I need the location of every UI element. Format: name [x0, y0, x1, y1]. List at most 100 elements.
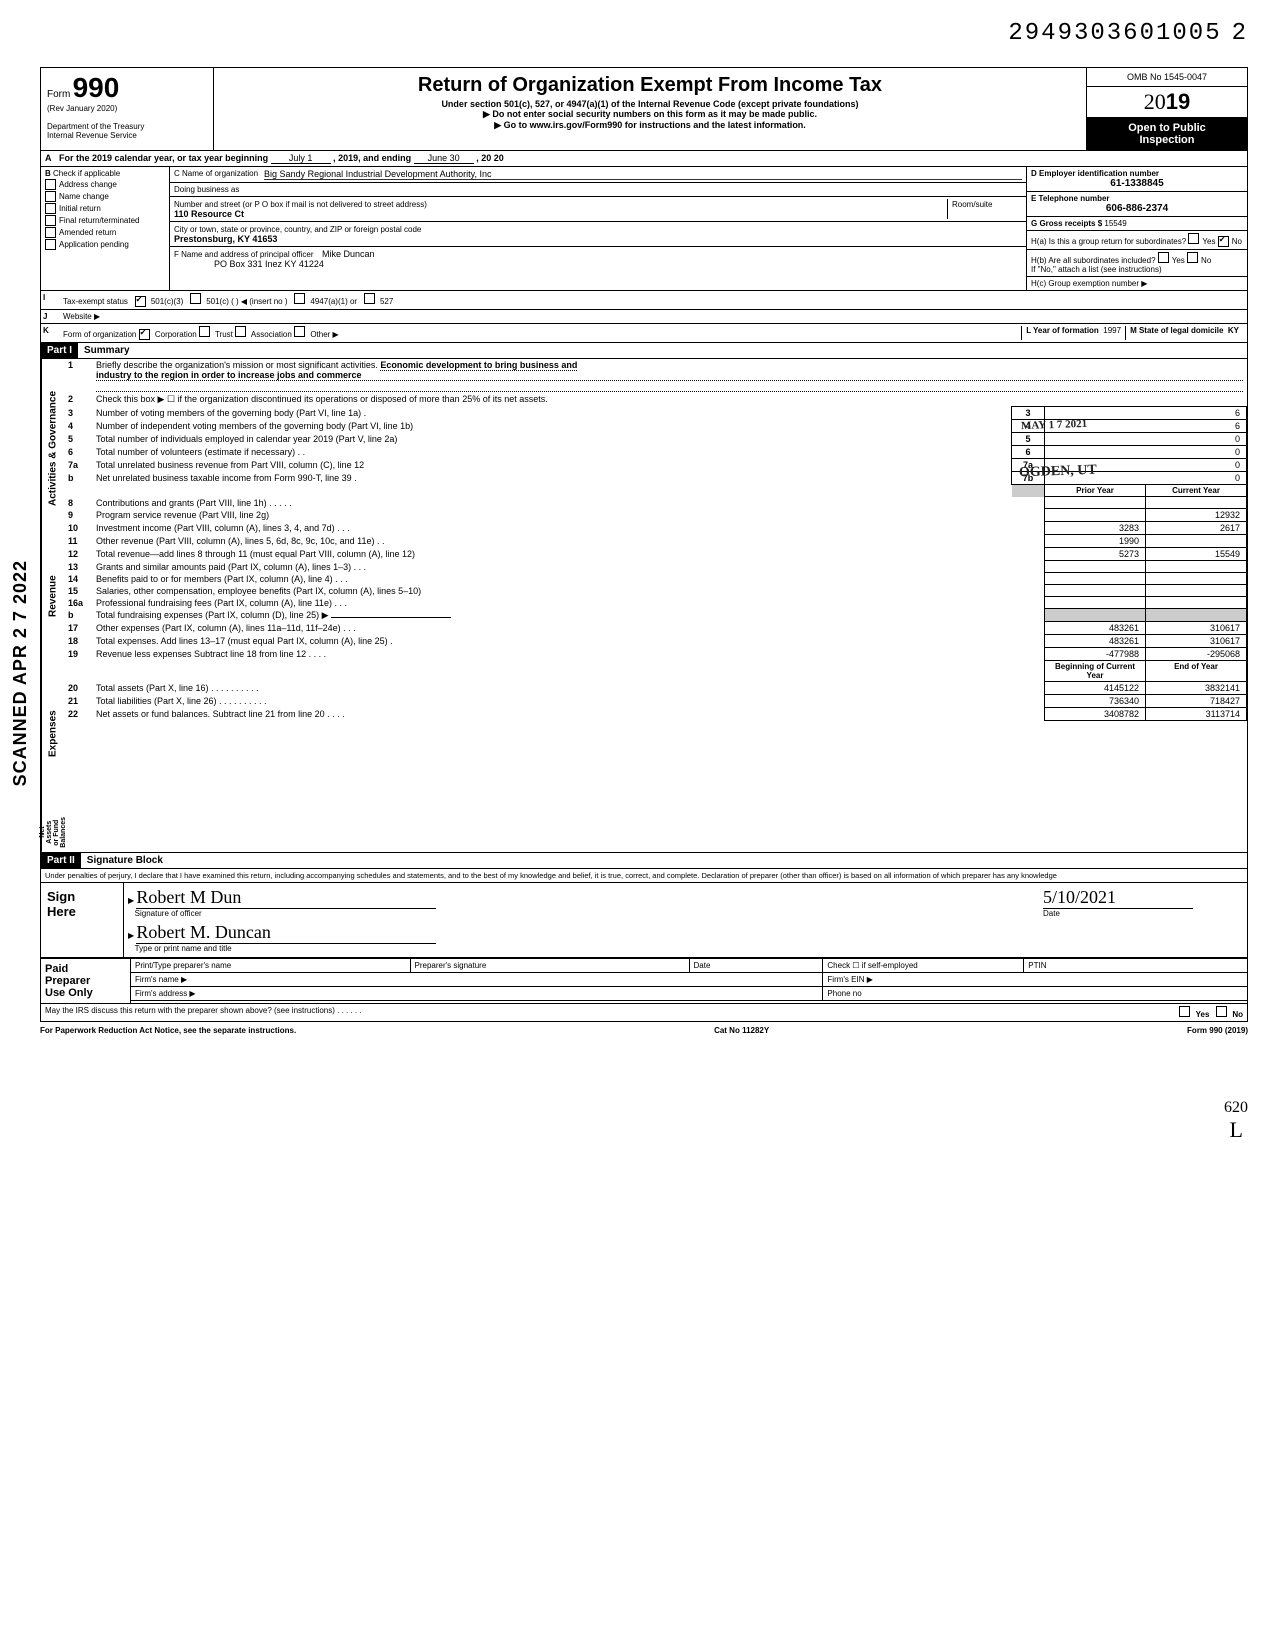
l8-p [1045, 497, 1146, 509]
checkbox-icon[interactable] [235, 326, 246, 337]
checkbox-icon[interactable] [1158, 252, 1169, 263]
checkbox-icon[interactable] [45, 191, 56, 202]
inspection: Inspection [1139, 134, 1194, 146]
line-f: F Name and address of principal officer … [170, 247, 1026, 271]
checkbox-icon[interactable] [294, 293, 305, 304]
line-11: 11Other revenue (Part VIII, column (A), … [64, 535, 1247, 548]
l-val: 1997 [1103, 326, 1121, 335]
l8-c [1146, 497, 1247, 509]
line-14: 14Benefits paid to or for members (Part … [64, 573, 1247, 585]
e-label: E Telephone number [1031, 194, 1110, 203]
checkbox-icon[interactable] [1216, 1006, 1227, 1017]
row-j: J Website ▶ [40, 310, 1248, 324]
chk-final[interactable]: Final return/terminated [45, 215, 165, 226]
l3-text: Number of voting members of the governin… [92, 407, 1012, 420]
l1-num: 1 [64, 359, 92, 393]
l21-p: 736340 [1045, 695, 1146, 708]
l19-c: -295068 [1146, 648, 1247, 661]
form-dept: Department of the Treasury [47, 122, 144, 131]
g-label: G Gross receipts $ [1031, 219, 1102, 228]
prep-r3b: Phone no [823, 986, 1247, 1000]
signature: Robert M Dun [136, 887, 436, 909]
row-i: I Tax-exempt status 501(c)(3) 501(c) ( )… [40, 291, 1248, 310]
line-13: 13Grants and similar amounts paid (Part … [64, 561, 1247, 573]
line-2: 2Check this box ▶ ☐ if the organization … [64, 393, 1247, 407]
sign-date: 5/10/2021 [1043, 887, 1193, 909]
chk-amended[interactable]: Amended return [45, 227, 165, 238]
checkbox-icon[interactable] [1179, 1006, 1190, 1017]
l4-text: Number of independent voting members of … [92, 420, 1012, 433]
line-12: 12Total revenue—add lines 8 through 11 (… [64, 548, 1247, 561]
l15-c [1146, 585, 1247, 597]
chk-pending[interactable]: Application pending [45, 239, 165, 250]
l20-text: Total assets (Part X, line 16) . . . . .… [92, 682, 1045, 695]
prep-row1: Print/Type preparer's name Preparer's si… [131, 959, 1247, 973]
stamp-number: 2949303601005 [1008, 20, 1221, 47]
checkbox-icon[interactable] [45, 215, 56, 226]
l18-p: 483261 [1045, 635, 1146, 648]
omb: OMB No 1545-0047 [1087, 68, 1247, 87]
line-6: 6Total number of volunteers (estimate if… [64, 446, 1247, 459]
chk-name[interactable]: Name change [45, 191, 165, 202]
hb-label: H(b) Are all subordinates included? [1031, 256, 1156, 265]
line-a-pre: For the 2019 calendar year, or tax year … [59, 153, 268, 163]
h-note: If "No," attach a list (see instructions… [1031, 265, 1162, 274]
checkbox-icon[interactable] [364, 293, 375, 304]
preparer-left: Paid Preparer Use Only [41, 958, 131, 1003]
checkbox-icon[interactable] [199, 326, 210, 337]
checkbox-icon[interactable] [1218, 236, 1229, 247]
line-dba: Doing business as [170, 183, 1026, 197]
summary-table: 1 Briefly describe the organization's mi… [64, 359, 1247, 721]
l12-num: 12 [64, 548, 92, 561]
k-content: Form of organization Corporation Trust A… [59, 324, 1247, 342]
checkbox-icon[interactable] [45, 203, 56, 214]
l1-label: Briefly describe the organization's miss… [96, 360, 378, 370]
form-warn: ▶ Do not enter social security numbers o… [220, 109, 1080, 120]
gross-receipts: 15549 [1104, 219, 1126, 228]
chk-label: Initial return [59, 204, 101, 213]
l14-text: Benefits paid to or for members (Part IX… [92, 573, 1045, 585]
sign-l1: Sign [47, 889, 75, 904]
footer-left: For Paperwork Reduction Act Notice, see … [40, 1026, 296, 1035]
l5-num: 5 [64, 433, 92, 446]
l19-text: Revenue less expenses Subtract line 18 f… [92, 648, 1045, 661]
checkbox-icon[interactable] [1187, 252, 1198, 263]
line-9: 9Program service revenue (Part VIII, lin… [64, 509, 1247, 522]
l17-p: 483261 [1045, 622, 1146, 635]
chk-address[interactable]: Address change [45, 179, 165, 190]
l14-c [1146, 573, 1247, 585]
checkbox-icon[interactable] [190, 293, 201, 304]
l18-num: 18 [64, 635, 92, 648]
l14-p [1045, 573, 1146, 585]
l21-text: Total liabilities (Part X, line 26) . . … [92, 695, 1045, 708]
l16b-label: Total fundraising expenses (Part IX, col… [96, 610, 329, 620]
prep-h4: Check ☐ if self-employed [823, 959, 1024, 973]
checkbox-icon[interactable] [135, 296, 146, 307]
j-label: J [41, 310, 59, 323]
checkbox-icon[interactable] [139, 329, 150, 340]
cell-hb: H(b) Are all subordinates included? Yes … [1027, 250, 1247, 277]
l6-num: 6 [64, 446, 92, 459]
l7a-num: 7a [64, 459, 92, 472]
l16b-text: Total fundraising expenses (Part IX, col… [92, 609, 1045, 622]
checkbox-icon[interactable] [294, 326, 305, 337]
side-revenue: Revenue [41, 537, 64, 655]
checkbox-icon[interactable] [45, 239, 56, 250]
checkbox-icon[interactable] [45, 179, 56, 190]
chk-label: Final return/terminated [59, 216, 139, 225]
i-text: Tax-exempt status [63, 297, 128, 306]
checkbox-icon[interactable] [1188, 233, 1199, 244]
i-label: I [41, 291, 59, 309]
chk-label: Application pending [59, 240, 129, 249]
l16b-c [1146, 609, 1247, 622]
form-goto: ▶ Go to www.irs.gov/Form990 for instruct… [220, 120, 1080, 131]
phone: 606-886-2374 [1031, 203, 1243, 214]
summary-content: MAY 1 7 2021 OGDEN, UT 1 Briefly describ… [64, 359, 1247, 852]
room-label: Room/suite [952, 200, 992, 209]
part1-hdr: Part I [41, 343, 78, 358]
l1-text: Briefly describe the organization's miss… [92, 359, 1247, 393]
chk-initial[interactable]: Initial return [45, 203, 165, 214]
col-right: D Employer identification number 61-1338… [1026, 167, 1247, 290]
checkbox-icon[interactable] [45, 227, 56, 238]
eoy-head: End of Year [1146, 661, 1247, 682]
